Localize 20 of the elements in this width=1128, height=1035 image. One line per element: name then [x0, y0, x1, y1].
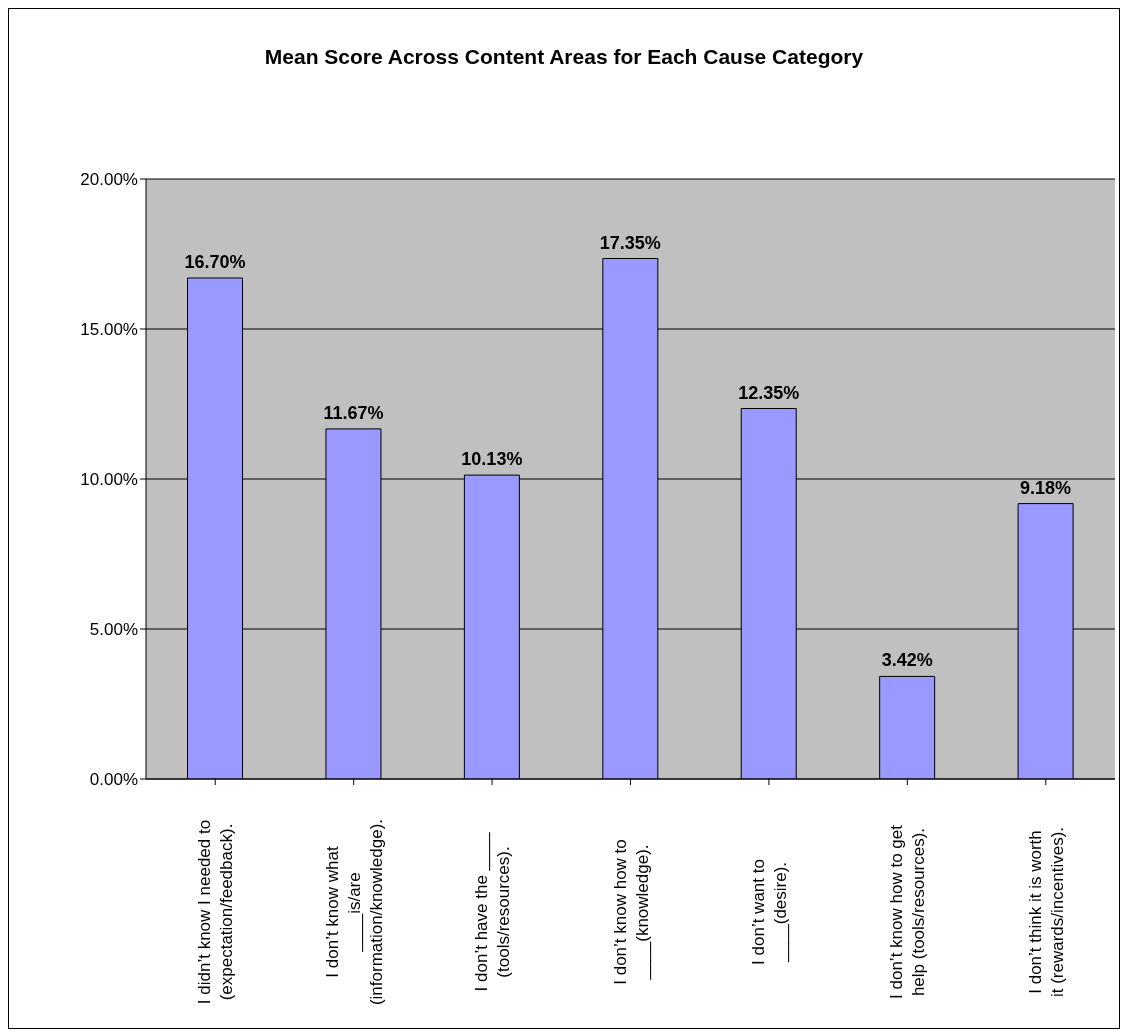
x-tick-label: I don’t know how to ____(knowledge).	[610, 839, 652, 985]
x-tick-label: I don’t think it is worth it (rewards/incentives).	[1025, 826, 1067, 998]
y-tick-label: 0.00%	[89, 770, 138, 790]
data-label: 16.70%	[184, 252, 246, 272]
data-label: 10.13%	[461, 449, 523, 470]
x-tick-label: I don’t have the ____ (tools/resources).	[472, 832, 514, 992]
data-label: 3.42%	[881, 650, 933, 671]
data-label: 11.67%	[323, 402, 384, 423]
data-label: 17.35%	[599, 232, 661, 253]
x-tick-label: I don’t want to ____(desire).	[748, 859, 790, 965]
y-tick-label: 5.00%	[89, 620, 138, 640]
chart-title: Mean Score Across Content Areas for Each Cause Category	[263, 45, 865, 69]
data-label: 12.35%	[738, 382, 800, 403]
y-tick-label: 15.00%	[80, 320, 138, 340]
x-tick-label: I didn’t know I needed to (expectation/feedback).	[195, 819, 237, 1005]
x-tick-label: I don’t know what ____is/are (information/knowledge).	[322, 818, 386, 1006]
y-tick-label: 20.00%	[80, 170, 138, 190]
data-label: 9.18%	[1020, 477, 1072, 498]
y-tick-label: 10.00%	[80, 470, 138, 490]
x-tick-label: I don’t know how to get help (tools/resources).	[887, 824, 929, 999]
